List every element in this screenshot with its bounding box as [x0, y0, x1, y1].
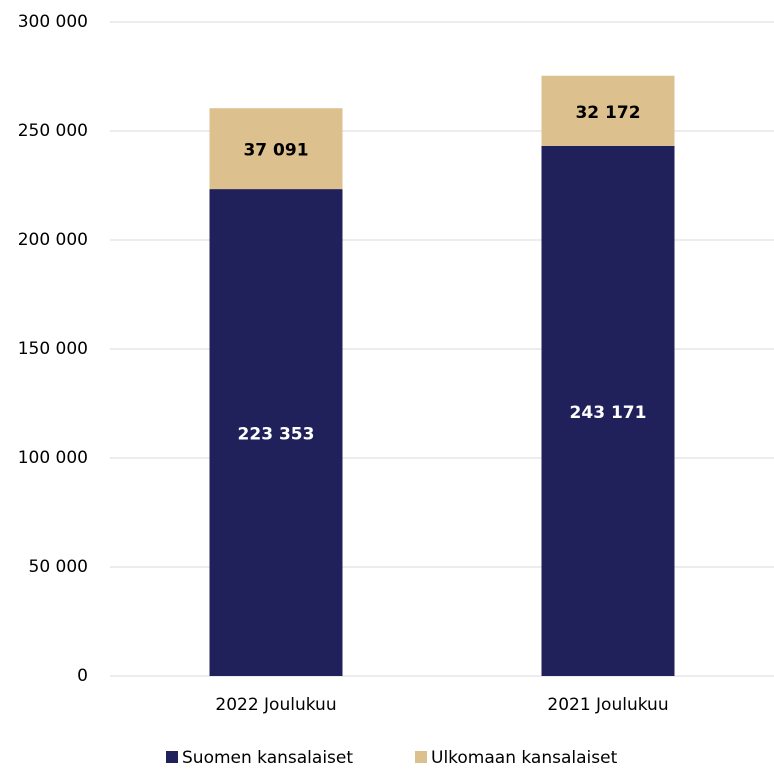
x-tick-label: 2021 Joulukuu [547, 695, 668, 715]
legend-label: Suomen kansalaiset [182, 748, 353, 768]
y-tick-label: 250 000 [18, 121, 88, 141]
legend-label: Ulkomaan kansalaiset [431, 748, 618, 768]
y-tick-label: 0 [77, 666, 88, 686]
bar-segment [209, 108, 343, 190]
legend-swatch [415, 751, 427, 763]
value-label: 243 171 [570, 403, 647, 423]
y-tick-label: 200 000 [18, 230, 88, 250]
x-tick-label: 2022 Joulukuu [215, 695, 336, 715]
y-tick-label: 150 000 [18, 339, 88, 359]
value-label: 37 091 [243, 141, 308, 161]
y-tick-label: 300 000 [18, 12, 88, 32]
y-tick-label: 100 000 [18, 448, 88, 468]
bar-segment [541, 75, 675, 146]
value-label: 223 353 [238, 425, 315, 445]
legend-swatch [166, 751, 178, 763]
bar-segment [209, 189, 343, 676]
bar-segment [541, 145, 675, 677]
y-tick-label: 50 000 [29, 557, 88, 577]
value-label: 32 172 [575, 103, 640, 123]
